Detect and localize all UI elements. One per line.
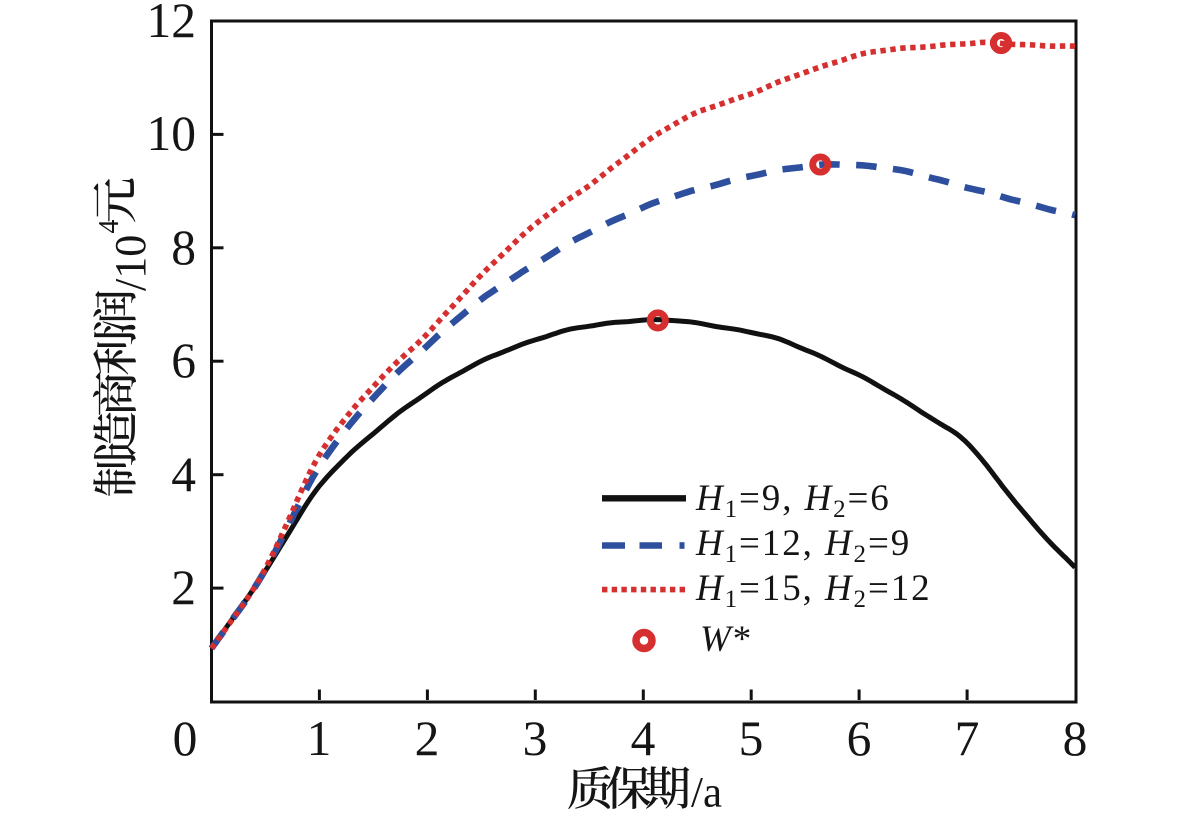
svg-text:6: 6 xyxy=(171,333,196,388)
svg-text:4: 4 xyxy=(171,447,196,502)
svg-text:/a: /a xyxy=(691,770,722,817)
svg-text:W*: W* xyxy=(700,619,753,660)
svg-text:/10: /10 xyxy=(106,235,155,291)
svg-text:7: 7 xyxy=(955,711,980,766)
svg-text:6: 6 xyxy=(847,711,872,766)
svg-text:10: 10 xyxy=(147,106,197,161)
svg-text:5: 5 xyxy=(739,711,764,766)
svg-text:8: 8 xyxy=(171,220,196,275)
svg-text:0: 0 xyxy=(173,711,198,766)
svg-text:12: 12 xyxy=(147,0,197,48)
svg-text:3: 3 xyxy=(523,711,548,766)
svg-text:2: 2 xyxy=(415,711,440,766)
svg-text:H1=9, H2=6: H1=9, H2=6 xyxy=(695,478,891,523)
svg-text:4: 4 xyxy=(94,220,125,234)
svg-text:H1=15, H2=12: H1=15, H2=12 xyxy=(695,568,932,613)
svg-text:2: 2 xyxy=(171,560,196,615)
svg-text:1: 1 xyxy=(307,711,332,766)
svg-text:4: 4 xyxy=(631,711,656,766)
svg-text:H1=12, H2=9: H1=12, H2=9 xyxy=(695,523,911,568)
svg-text:8: 8 xyxy=(1063,711,1088,766)
